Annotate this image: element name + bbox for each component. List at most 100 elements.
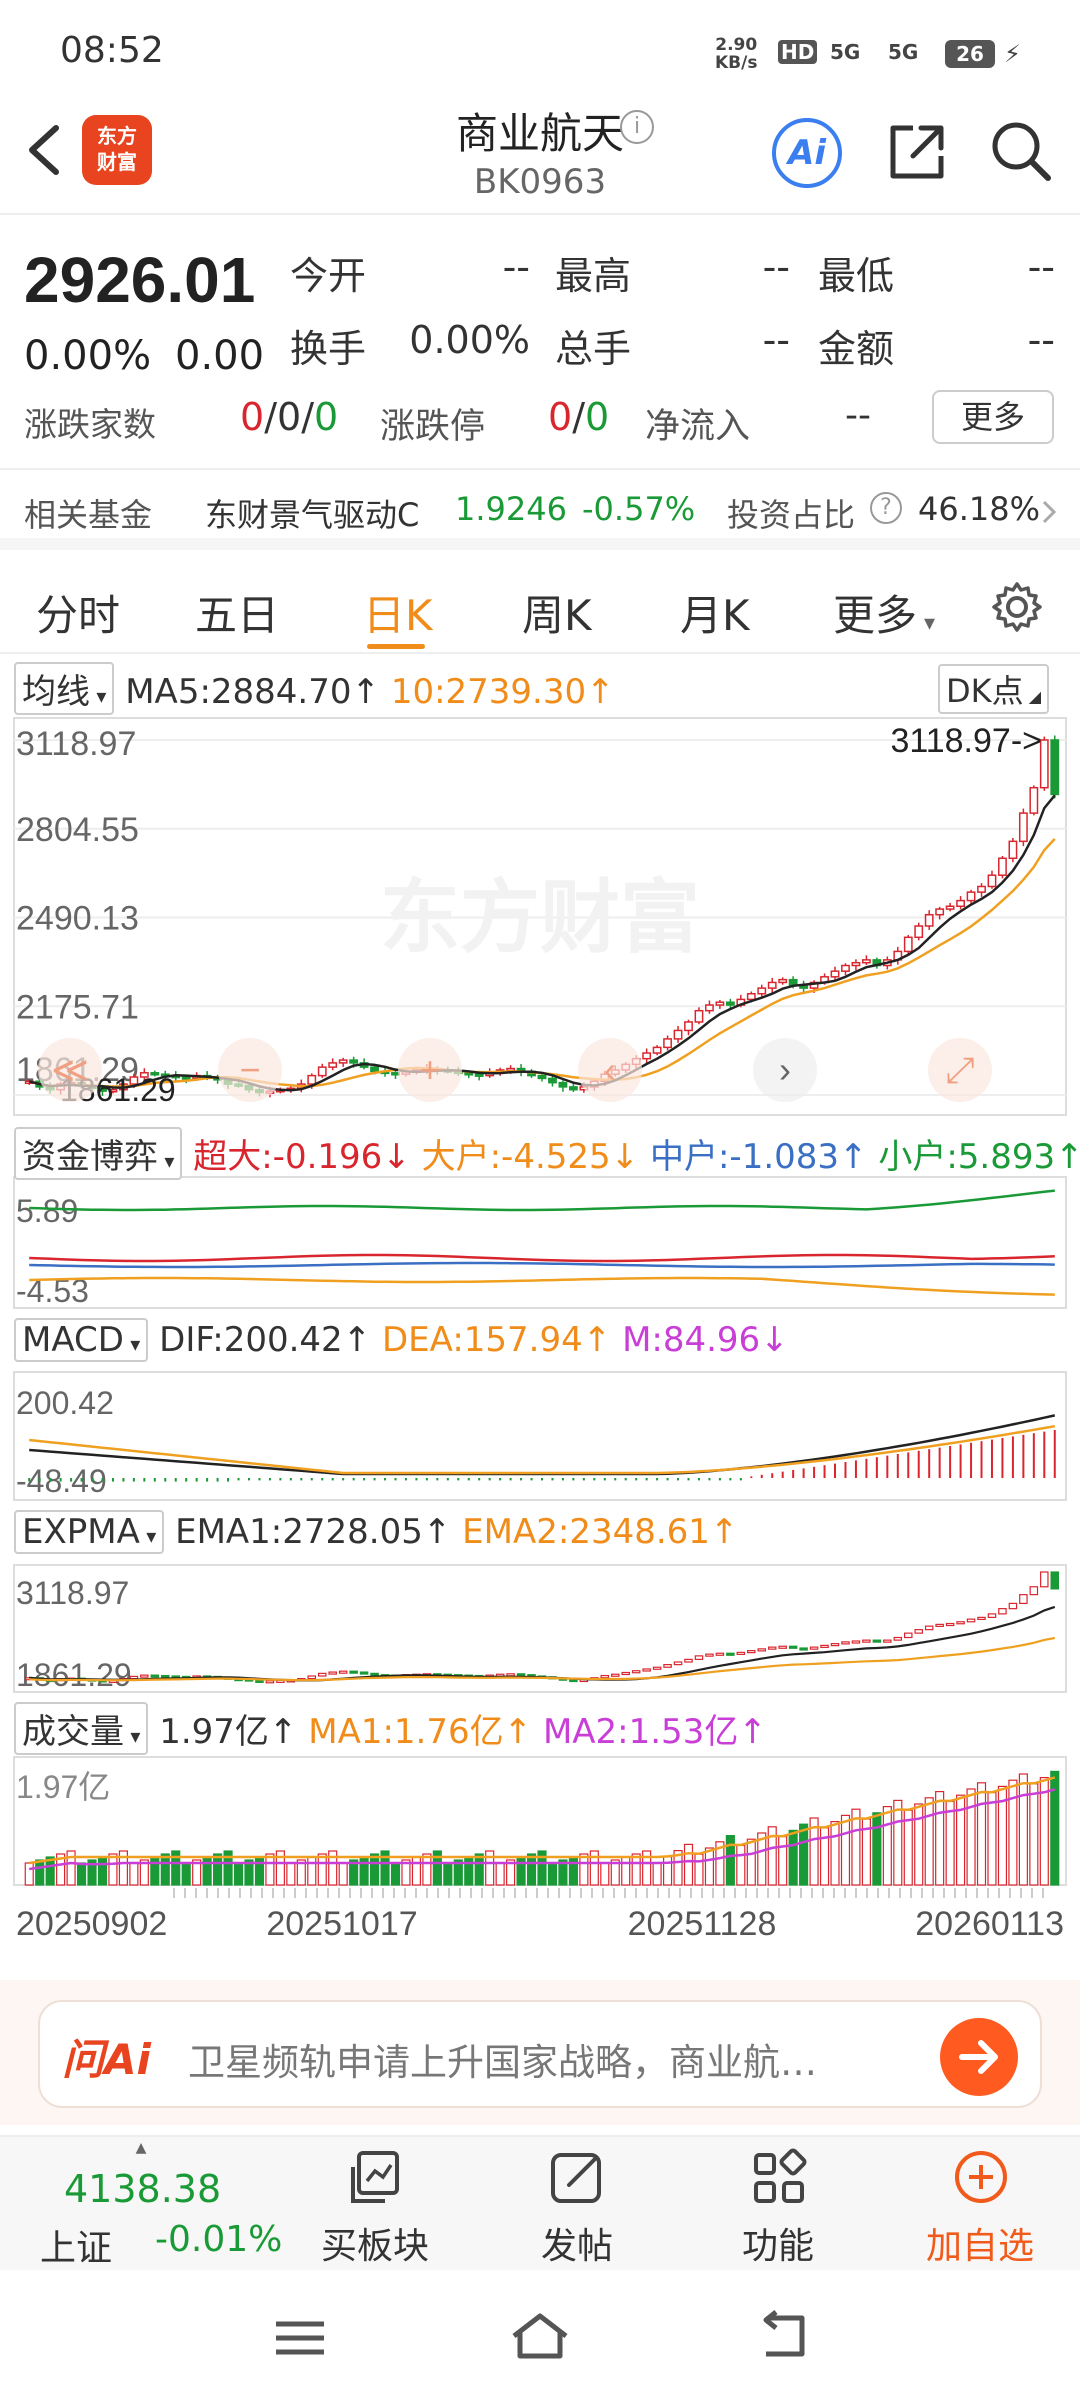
ask-ai-logo: 问Ai xyxy=(62,2035,151,2084)
volume-bar xyxy=(1018,1773,1028,1886)
zoom-out-button-glyph: − xyxy=(239,1049,260,1090)
expma-candle xyxy=(851,1640,861,1644)
volume-selector[interactable]: 成交量 ▾ xyxy=(14,1702,149,1755)
up-arrow-icon: ↑ xyxy=(709,1512,739,1552)
volume-bar xyxy=(537,1850,547,1886)
back-icon[interactable] xyxy=(20,120,70,180)
tab-five-day[interactable]: 五日 xyxy=(195,591,280,640)
up-arrow-icon: ↑ xyxy=(738,1712,767,1752)
candle-body xyxy=(464,1072,474,1076)
expma-candle xyxy=(317,1672,327,1677)
ai-button[interactable]: Ai xyxy=(772,118,842,188)
ema1-value: EMA1:2728.05↑ xyxy=(175,1512,451,1552)
nav-post[interactable]: 发帖 xyxy=(507,2137,647,2272)
candle-body xyxy=(705,1004,714,1012)
info-icon[interactable]: i xyxy=(620,110,654,144)
volume-bar xyxy=(411,1856,422,1886)
fund-flow-selector[interactable]: 资金博弈 ▾ xyxy=(14,1127,183,1180)
vol-ma2-value: MA2:1.53亿↑ xyxy=(543,1712,767,1752)
tab-daily-k[interactable]: 日K xyxy=(363,591,433,640)
related-fund-row[interactable]: 相关基金 东财景气驱动C 1.9246 -0.57% 投资占比 ? 46.18% xyxy=(0,470,1080,550)
fund-name[interactable]: 东财景气驱动C xyxy=(205,496,420,534)
candle-body xyxy=(1018,812,1028,843)
settings-gear-icon[interactable] xyxy=(990,580,1044,634)
search-icon[interactable] xyxy=(988,118,1054,184)
volume-bar xyxy=(736,1844,746,1886)
expma-selector-label: EXPMA xyxy=(22,1512,140,1552)
candle-body xyxy=(987,874,997,888)
arrow-right-icon xyxy=(959,2040,998,2074)
expma-candle xyxy=(736,1651,746,1655)
expma-selector[interactable]: EXPMA ▾ xyxy=(14,1510,165,1554)
volume-label: 总手 xyxy=(555,327,632,371)
candle-body xyxy=(652,1046,662,1054)
scroll-left-button[interactable] xyxy=(38,1038,102,1102)
dea-line xyxy=(29,1424,1056,1475)
volume-bar xyxy=(453,1859,463,1886)
zoom-in-button[interactable] xyxy=(398,1038,462,1102)
advance-decline-value: 0/0/0 xyxy=(240,395,339,439)
nav-functions[interactable]: 功能 xyxy=(708,2137,848,2272)
expma-candle xyxy=(255,1679,264,1683)
fullscreen-button[interactable] xyxy=(928,1038,992,1102)
candle-body xyxy=(684,1021,693,1032)
menu-icon[interactable] xyxy=(272,2318,328,2358)
ask-ai-box[interactable]: 问Ai 卫星频轨申请上升国家战略，商业航… xyxy=(38,2000,1042,2108)
ma-selector[interactable]: 均线 ▾ xyxy=(14,662,115,715)
more-button[interactable]: 更多 xyxy=(932,390,1054,444)
volume-bar xyxy=(171,1850,181,1886)
volume-bar xyxy=(401,1859,411,1886)
advance-decline-label: 涨跌家数 xyxy=(24,405,156,444)
volume-bar xyxy=(233,1862,244,1886)
candle-body xyxy=(98,1087,107,1092)
volume-bar xyxy=(621,1856,631,1886)
expma-candle xyxy=(359,1671,369,1675)
up-arrow-icon: ↑ xyxy=(839,1137,868,1177)
signal-icon-2: 5G xyxy=(888,40,919,64)
tab-more[interactable]: 更多 ▾ xyxy=(833,582,935,643)
fund-nav: 1.9246 xyxy=(455,490,567,528)
dk-point-button[interactable]: DK点 ◢ xyxy=(938,664,1050,714)
volume-bar xyxy=(244,1859,254,1886)
back-nav-icon[interactable] xyxy=(752,2310,812,2362)
candle-body xyxy=(181,1076,191,1080)
next-button[interactable] xyxy=(753,1038,817,1102)
fund-flow-indicator-bar: 资金博弈 ▾ 超大:-0.196↓ 大户:-4.525↓ 中户:-1.083↑ … xyxy=(14,1127,1080,1180)
expma-candle xyxy=(1040,1571,1049,1588)
help-icon[interactable]: ? xyxy=(870,492,902,524)
expma-candle xyxy=(935,1623,944,1627)
index-value[interactable]: 4138.38 xyxy=(64,2167,222,2211)
nav-add-watchlist[interactable]: 加自选 xyxy=(910,2137,1050,2272)
tab-monthly-k[interactable]: 月K xyxy=(680,591,750,640)
macd-selector[interactable]: MACD ▾ xyxy=(14,1318,149,1362)
ask-go-button[interactable] xyxy=(940,2018,1018,2096)
volume-bar xyxy=(474,1853,484,1886)
expma-candle xyxy=(265,1680,275,1684)
nav-post-label: 发帖 xyxy=(540,2226,613,2267)
home-icon[interactable] xyxy=(508,2310,572,2362)
watermark: 东方财富 xyxy=(380,873,700,962)
share-icon[interactable] xyxy=(885,120,949,184)
add-circle-icon xyxy=(955,2151,1007,2203)
candle-body xyxy=(830,970,840,978)
kline-chart[interactable]: 3118.97 2804.55 2490.13 2175.71 1861.29 东方财富 3… xyxy=(0,0,1080,1980)
network-speed: 2.90 KB/s xyxy=(715,36,757,72)
tab-weekly-k[interactable]: 周K xyxy=(522,591,592,640)
volume-bar xyxy=(359,1856,369,1886)
open-label: 今开 xyxy=(290,254,367,298)
volume-bar xyxy=(338,1862,348,1886)
prev-button[interactable] xyxy=(578,1038,642,1102)
volume-bar xyxy=(631,1853,641,1886)
nav-buy-sector[interactable]: 买板块 xyxy=(305,2137,445,2272)
volume-bar xyxy=(369,1853,380,1886)
ask-ai-prompt[interactable]: 卫星频轨申请上升国家战略，商业航… xyxy=(188,2041,817,2084)
volume-bar xyxy=(296,1859,306,1886)
zoom-out-button[interactable] xyxy=(218,1038,282,1102)
volume-bar xyxy=(778,1835,788,1886)
expma-candle xyxy=(872,1639,882,1643)
index-name: 上证 xyxy=(40,2228,113,2269)
tab-intraday[interactable]: 分时 xyxy=(36,591,121,640)
expma-y-bottom: 1861.29 xyxy=(16,1657,132,1693)
candle-body xyxy=(1050,739,1060,796)
expma-candle xyxy=(883,1639,892,1643)
